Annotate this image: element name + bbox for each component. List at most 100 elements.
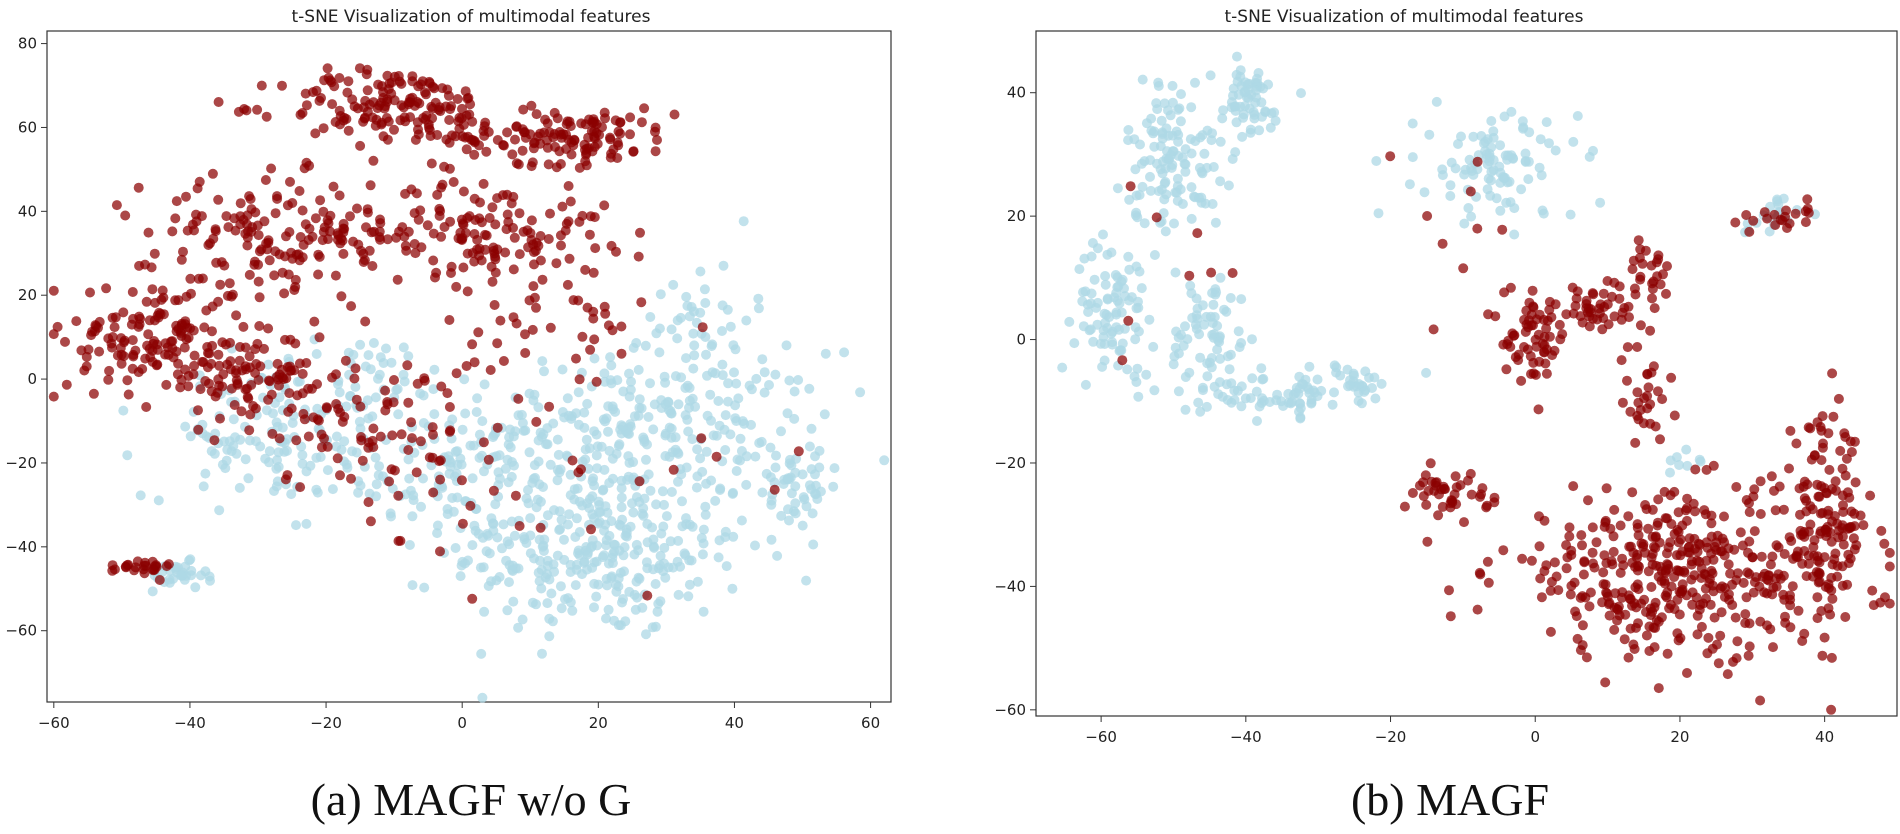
data-point	[1617, 397, 1628, 408]
data-point	[1114, 298, 1125, 309]
data-point	[1505, 282, 1516, 293]
data-point	[1209, 312, 1220, 322]
data-point	[204, 571, 215, 582]
data-point	[1823, 428, 1834, 439]
data-point	[462, 286, 473, 297]
data-point	[804, 480, 815, 491]
data-point	[263, 359, 274, 370]
data-point	[1229, 394, 1240, 405]
data-point	[195, 384, 206, 395]
data-point	[1295, 398, 1306, 409]
data-point	[1725, 568, 1736, 579]
data-point	[502, 605, 513, 616]
data-point	[739, 418, 750, 429]
data-point	[744, 380, 755, 391]
data-point	[1689, 570, 1700, 581]
data-point	[1170, 267, 1181, 278]
data-point	[616, 492, 627, 503]
data-point	[363, 413, 374, 424]
data-point	[1826, 585, 1837, 596]
data-point	[1407, 152, 1418, 163]
data-point	[676, 372, 687, 383]
data-point	[650, 122, 661, 133]
data-point	[173, 358, 184, 369]
data-point	[815, 486, 826, 497]
data-point	[412, 117, 423, 128]
data-point	[1600, 677, 1611, 688]
data-point	[559, 554, 570, 565]
data-point	[700, 298, 711, 308]
data-point	[1331, 362, 1342, 373]
data-point	[1837, 531, 1848, 542]
data-point	[672, 447, 683, 458]
panel-a-title: t-SNE Visualization of multimodal featur…	[291, 7, 650, 27]
data-point	[478, 178, 489, 189]
data-point	[750, 540, 760, 551]
data-point	[1849, 436, 1860, 447]
data-point	[1584, 151, 1595, 162]
data-point	[429, 409, 440, 420]
data-point	[1561, 309, 1572, 320]
y-tick-label: −20	[5, 454, 37, 472]
data-point	[1453, 139, 1463, 149]
data-point	[1564, 522, 1575, 533]
data-point	[589, 141, 600, 152]
data-point	[1744, 507, 1755, 518]
data-point	[518, 104, 529, 115]
data-point	[546, 588, 557, 599]
data-point	[445, 425, 456, 436]
data-point	[591, 119, 602, 130]
data-point	[375, 234, 386, 245]
data-point	[393, 409, 404, 420]
data-point	[1113, 281, 1124, 292]
data-point	[326, 77, 337, 88]
data-point	[587, 476, 598, 487]
data-point	[1522, 344, 1533, 355]
data-point	[1576, 530, 1587, 541]
data-point	[638, 432, 649, 443]
data-point	[1078, 287, 1088, 298]
data-point	[1572, 633, 1583, 644]
data-point	[1749, 577, 1760, 588]
data-point	[1554, 319, 1565, 330]
data-point	[1227, 268, 1238, 278]
data-point	[309, 316, 320, 327]
data-point	[479, 379, 490, 390]
data-point	[1178, 340, 1189, 351]
data-point	[1098, 332, 1109, 342]
data-point	[213, 97, 224, 107]
data-point	[455, 571, 466, 582]
data-point	[1607, 559, 1618, 570]
data-point	[339, 436, 350, 447]
data-point	[176, 254, 187, 265]
data-point	[772, 550, 783, 561]
data-point	[245, 194, 256, 204]
data-point	[415, 205, 426, 216]
data-point	[1803, 422, 1814, 433]
data-point	[1137, 74, 1148, 85]
data-point	[197, 356, 208, 367]
data-point	[1468, 169, 1479, 180]
data-point	[314, 95, 325, 106]
data-point	[604, 445, 615, 456]
data-point	[330, 270, 341, 281]
data-point	[1629, 283, 1640, 294]
data-point	[1169, 351, 1180, 362]
data-point	[1482, 556, 1493, 567]
data-point	[551, 258, 562, 269]
data-point	[1544, 138, 1554, 149]
data-point	[474, 213, 485, 224]
data-point	[267, 428, 278, 439]
data-point	[610, 540, 621, 550]
data-point	[672, 556, 683, 567]
data-point	[1251, 85, 1262, 96]
data-point	[224, 436, 235, 447]
data-point	[1846, 447, 1857, 457]
data-point	[1581, 652, 1592, 663]
data-point	[563, 593, 574, 604]
data-point	[1665, 490, 1676, 501]
data-point	[477, 416, 488, 427]
data-point	[147, 356, 158, 367]
data-point	[502, 127, 513, 138]
